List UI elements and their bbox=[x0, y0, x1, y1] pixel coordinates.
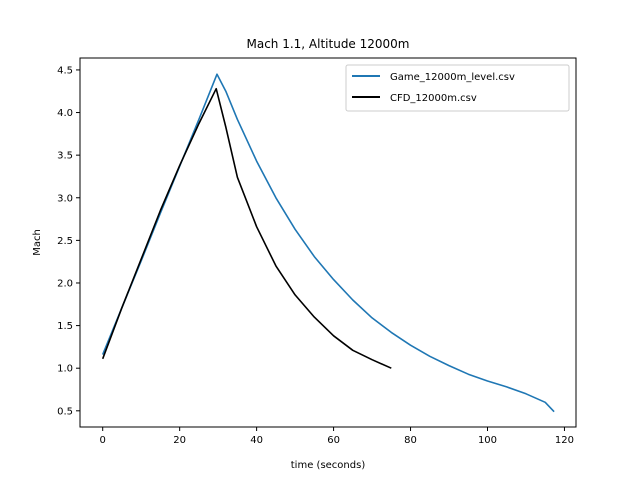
x-tick-label: 40 bbox=[250, 435, 263, 446]
x-tick-label: 80 bbox=[404, 435, 417, 446]
legend-label-cfd: CFD_12000m.csv bbox=[390, 93, 477, 104]
chart-title: Mach 1.1, Altitude 12000m bbox=[246, 37, 409, 51]
y-tick-label: 1.5 bbox=[57, 321, 73, 332]
y-tick-label: 4.5 bbox=[57, 65, 73, 76]
legend-label-game: Game_12000m_level.csv bbox=[390, 72, 515, 83]
legend: Game_12000m_level.csv CFD_12000m.csv bbox=[345, 64, 570, 112]
x-tick-label: 120 bbox=[555, 435, 574, 446]
y-axis-label: Mach bbox=[32, 229, 43, 256]
axes-ticks: 0 20 40 60 80 100 120 0.5 1.0 1.5 2.0 2.5 3.0 3.5 4.0 4… bbox=[57, 65, 574, 446]
x-axis-label: time (seconds) bbox=[291, 460, 366, 471]
y-tick-label: 2.0 bbox=[57, 278, 73, 289]
legend-box bbox=[345, 64, 570, 112]
y-tick-label: 1.0 bbox=[57, 364, 73, 375]
plot-frame bbox=[79, 57, 577, 428]
y-tick-label: 0.5 bbox=[57, 406, 73, 417]
x-tick-label: 100 bbox=[478, 435, 497, 446]
y-tick-label: 3.0 bbox=[57, 193, 73, 204]
x-tick-label: 20 bbox=[173, 435, 186, 446]
y-tick-label: 2.5 bbox=[57, 236, 73, 247]
x-tick-label: 60 bbox=[327, 435, 340, 446]
series-line-1 bbox=[101, 87, 392, 369]
y-tick-label: 4.0 bbox=[57, 108, 73, 119]
x-tick-label: 0 bbox=[100, 435, 106, 446]
y-tick-label: 3.5 bbox=[57, 151, 73, 162]
plot-area bbox=[101, 73, 555, 413]
